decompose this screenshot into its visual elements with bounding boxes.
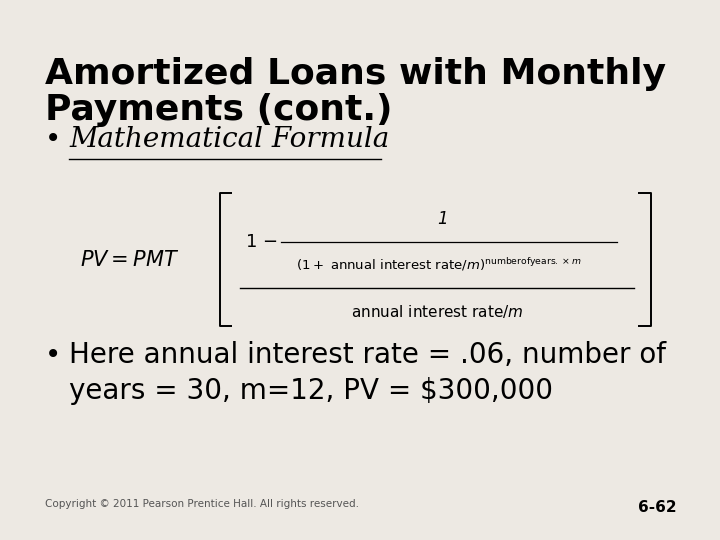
Text: Amortized Loans with Monthly: Amortized Loans with Monthly: [45, 57, 667, 91]
Text: annual interest rate$/m$: annual interest rate$/m$: [351, 302, 523, 320]
Text: •: •: [45, 341, 62, 369]
FancyBboxPatch shape: [616, 488, 702, 526]
Text: Here annual interest rate = .06, number of: Here annual interest rate = .06, number …: [69, 341, 666, 369]
Text: Mathematical Formula: Mathematical Formula: [69, 126, 390, 153]
Text: •: •: [45, 125, 62, 153]
Text: $1\,-\,$: $1\,-\,$: [245, 233, 278, 251]
Text: Copyright © 2011 Pearson Prentice Hall. All rights reserved.: Copyright © 2011 Pearson Prentice Hall. …: [45, 498, 359, 509]
Text: 1: 1: [437, 210, 447, 228]
Text: Payments (cont.): Payments (cont.): [45, 93, 393, 127]
Text: $PV = PMT$: $PV = PMT$: [79, 249, 179, 270]
Text: 6-62: 6-62: [638, 500, 677, 515]
Text: years = 30, m=12, PV = $300,000: years = 30, m=12, PV = $300,000: [69, 376, 553, 404]
Text: $(1 + $ annual interest rate$/m)^{\mathregular{number of years.}\times m}$: $(1 + $ annual interest rate$/m)^{\mathr…: [296, 256, 582, 273]
